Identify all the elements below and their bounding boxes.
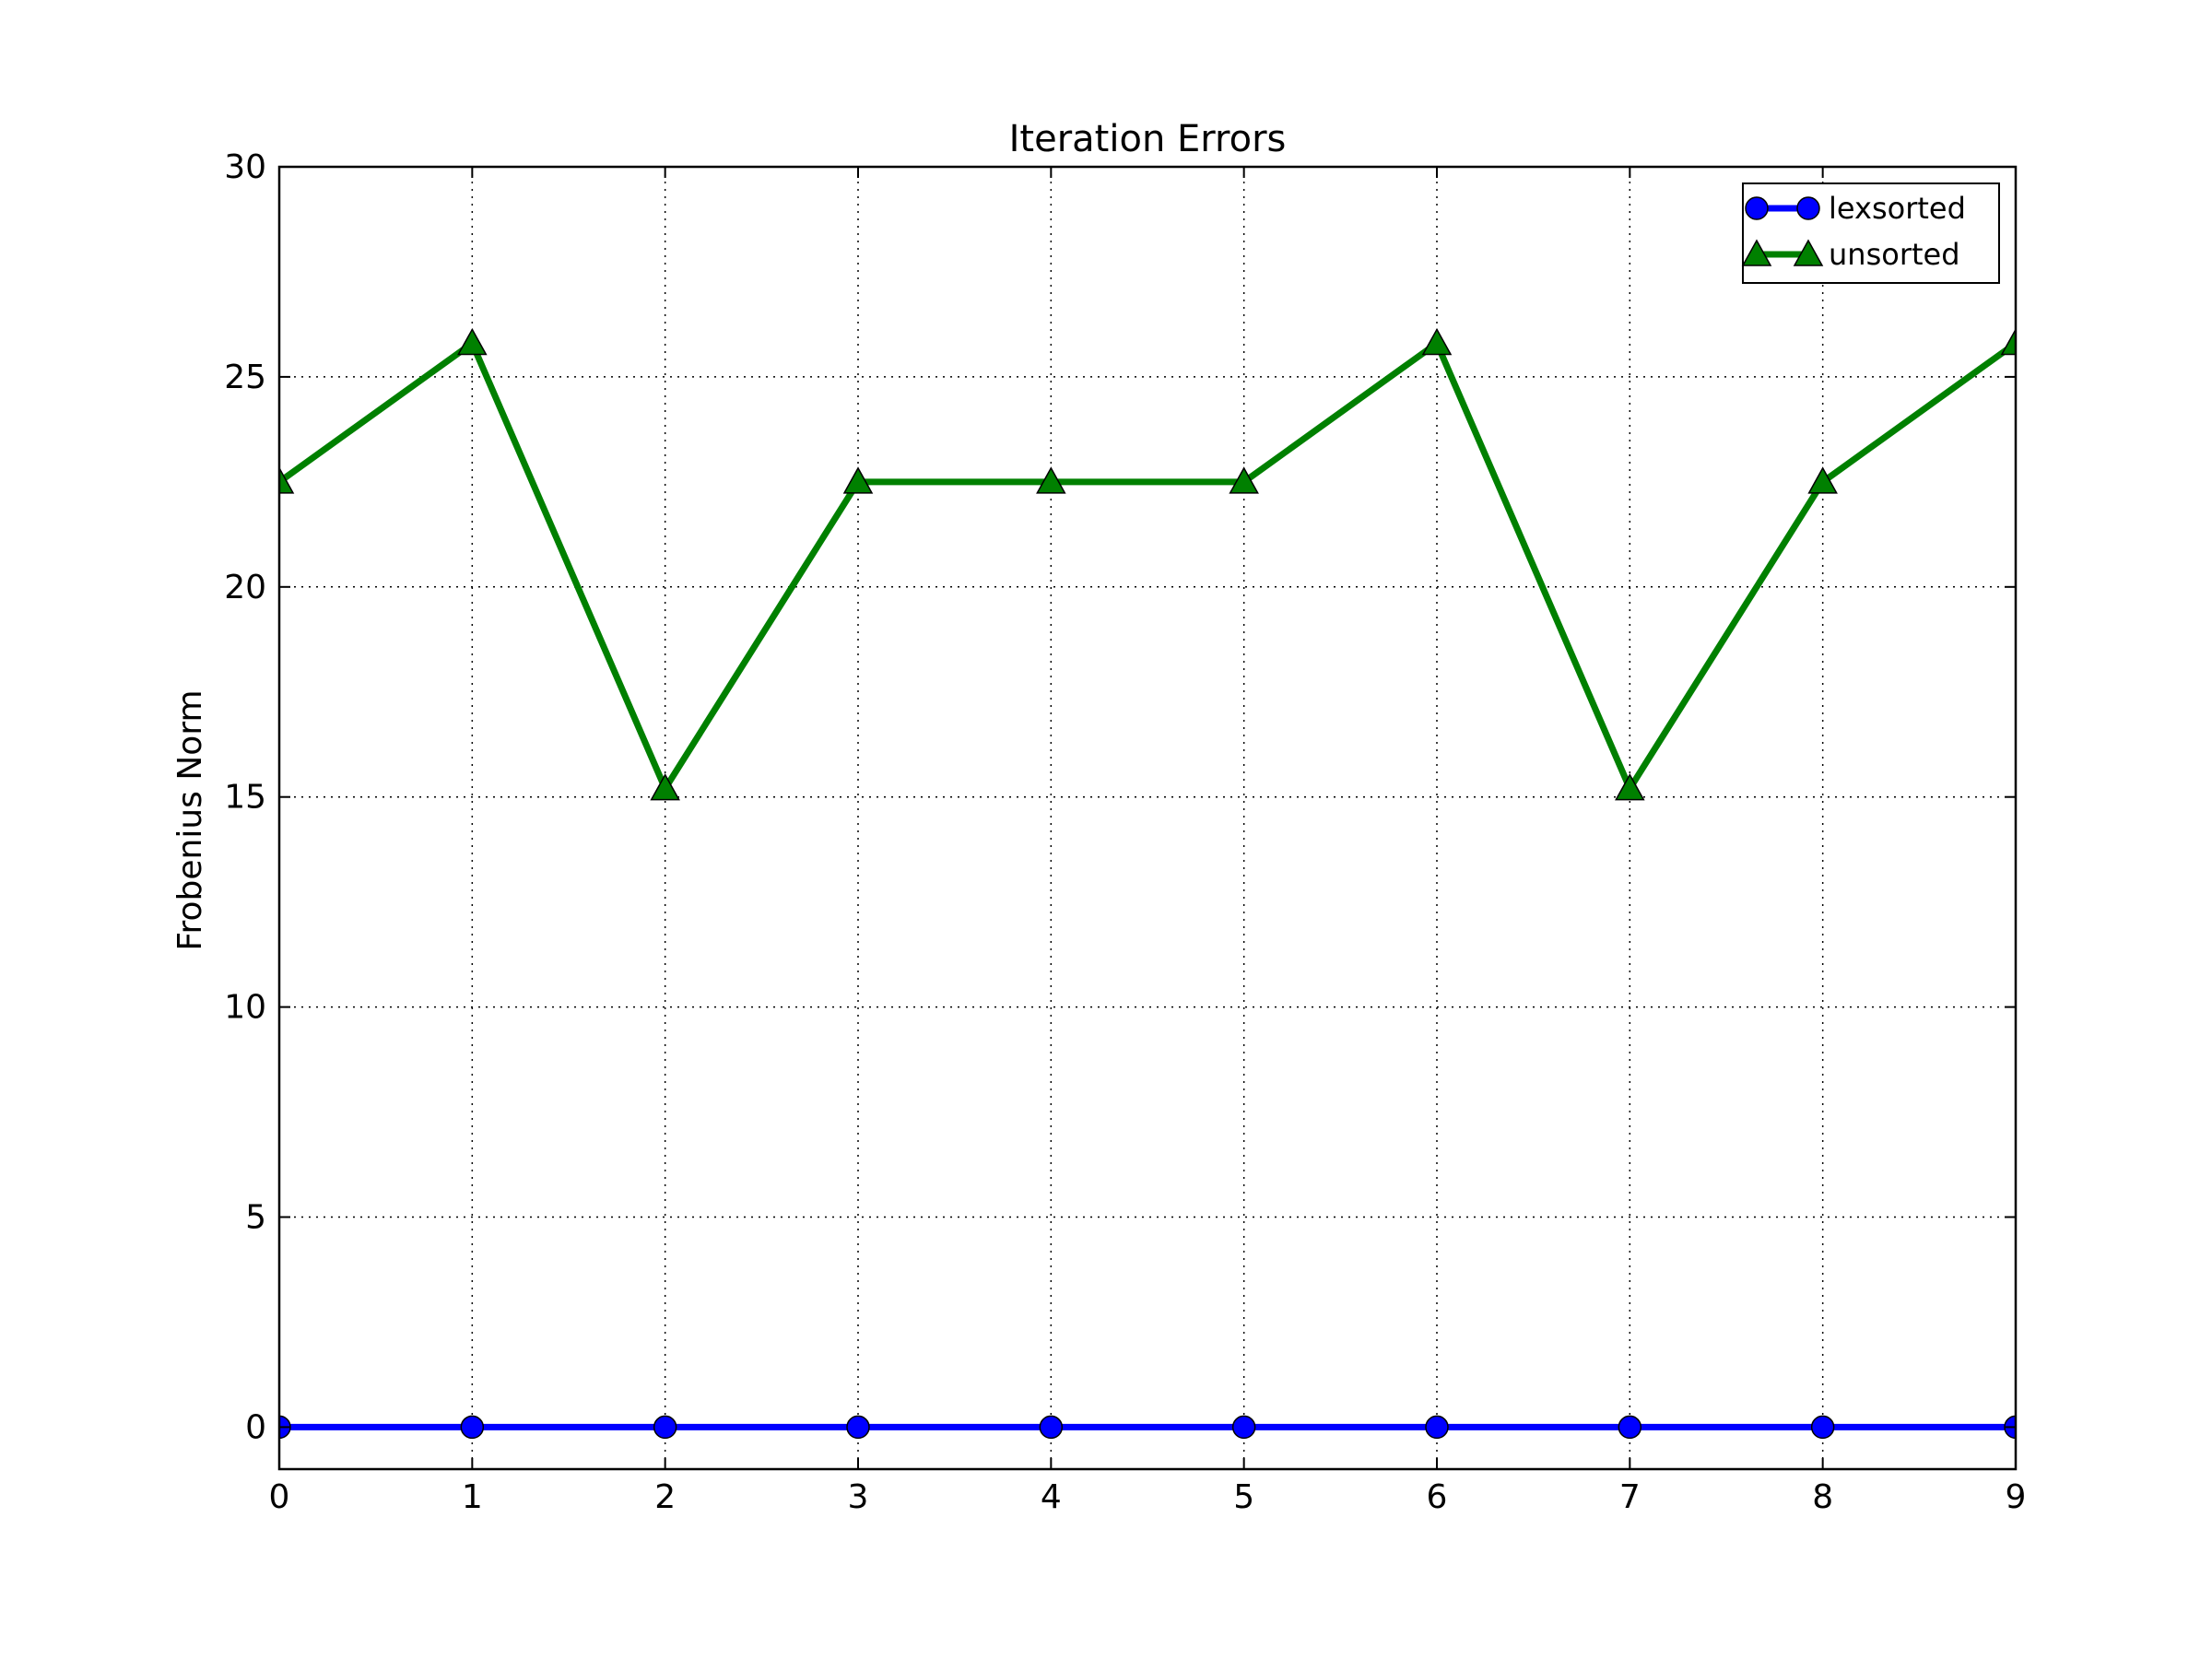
unsorted-point <box>2000 327 2016 356</box>
unsorted-point <box>650 773 680 801</box>
lexsorted-point <box>846 1415 870 1440</box>
unsorted-point <box>1036 466 1066 494</box>
unsorted-point <box>457 327 488 356</box>
x-tick-label: 6 <box>1427 1478 1448 1516</box>
y-tick-label: 5 <box>245 1199 266 1237</box>
series-line-unsorted <box>279 338 2016 796</box>
y-tick-label: 0 <box>245 1408 266 1446</box>
unsorted-point <box>1807 466 1838 494</box>
y-axis-label: Frobenius Norm <box>171 689 209 950</box>
x-tick-label: 5 <box>1233 1478 1254 1516</box>
lexsorted-point <box>1231 1415 1256 1440</box>
x-tick-label: 0 <box>269 1478 290 1516</box>
y-tick-label: 15 <box>224 779 266 817</box>
x-tick-label: 7 <box>1619 1478 1641 1516</box>
unsorted-point <box>279 466 295 494</box>
x-tick-label: 3 <box>848 1478 869 1516</box>
unsorted-point <box>1229 466 1259 494</box>
legend-label-unsorted: unsorted <box>1829 237 1960 272</box>
y-tick-label: 10 <box>224 989 266 1027</box>
lexsorted-point <box>1425 1415 1449 1440</box>
unsorted-point <box>1421 327 1453 356</box>
lexsorted-point <box>653 1415 677 1440</box>
legend-marker-unsorted <box>1741 239 1772 266</box>
legend-marker-lexsorted <box>1745 196 1769 220</box>
unsorted-point <box>842 466 874 494</box>
unsorted-point <box>1615 773 1645 801</box>
legend-marker-lexsorted <box>1796 196 1820 220</box>
lexsorted-point <box>1810 1415 1835 1440</box>
legend-entries: lexsorted unsorted <box>1741 191 1966 272</box>
lexsorted-point <box>460 1415 485 1440</box>
legend-label-lexsorted: lexsorted <box>1829 191 1966 226</box>
legend-marker-unsorted <box>1793 239 1824 266</box>
lexsorted-point <box>1039 1415 1064 1440</box>
y-tick-label: 25 <box>224 359 266 396</box>
chart-title: Iteration Errors <box>1009 118 1287 160</box>
lexsorted-point <box>1618 1415 1642 1440</box>
axis-ticks: 0 1 2 3 4 5 6 7 8 9 0 5 10 15 20 25 30 <box>224 148 2026 1516</box>
x-tick-label: 9 <box>2006 1478 2027 1516</box>
y-tick-label: 30 <box>224 148 266 186</box>
legend-frame <box>1742 182 2000 284</box>
x-tick-label: 4 <box>1041 1478 1062 1516</box>
legend: lexsorted unsorted <box>1741 182 2000 284</box>
x-tick-label: 2 <box>654 1478 676 1516</box>
x-tick-label: 1 <box>462 1478 483 1516</box>
plot-frame <box>277 165 2018 1471</box>
y-tick-label: 20 <box>224 569 266 606</box>
x-tick-label: 8 <box>1812 1478 1833 1516</box>
